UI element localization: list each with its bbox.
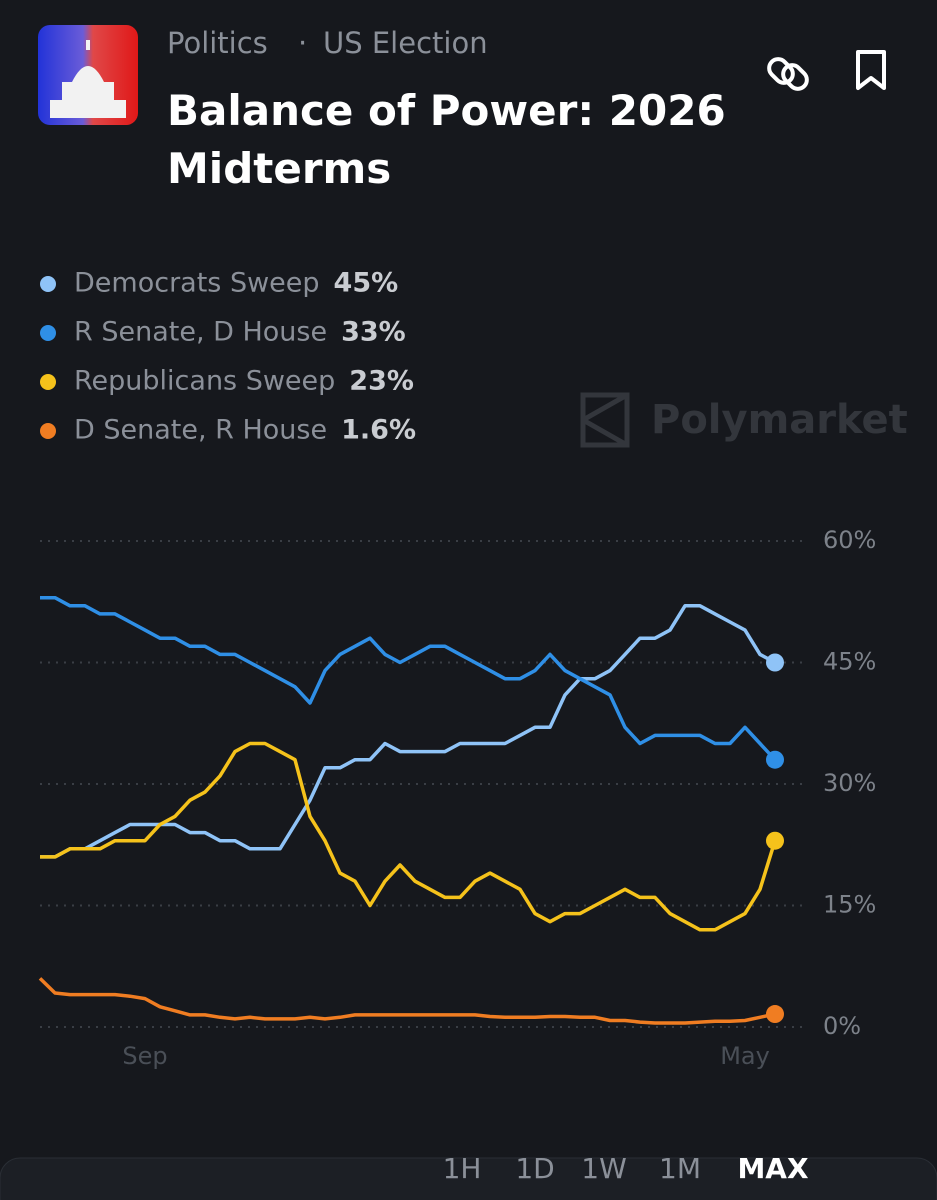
end-dot [766,831,784,850]
x-tick-label: May [720,1042,770,1070]
legend-swatch [40,276,56,292]
legend-value: 23% [349,366,414,397]
subcategory[interactable]: US Election [323,26,488,60]
bookmark-icon[interactable] [856,50,886,90]
legend-value: 1.6% [341,415,416,446]
y-tick-label: 0% [823,1012,861,1040]
series-line [40,604,776,859]
legend-label: Republicans Sweep [74,366,335,397]
range-button[interactable]: MAX [737,1152,809,1185]
bottom-bar [0,1157,937,1200]
legend-swatch [40,325,56,341]
y-tick-label: 15% [823,891,876,919]
range-selector: 1H 1D 1W 1M MAX [443,1152,809,1185]
category[interactable]: Politics [167,26,268,60]
legend: Democrats Sweep 45%R Senate, D House 33%Re… [40,268,416,446]
end-dot [766,750,784,769]
y-tick-label: 30% [823,769,876,797]
separator: · [298,26,307,60]
market-icon [38,25,138,125]
series-line [40,595,777,761]
watermark: Polymarket [580,392,908,448]
chart-title: Balance of Power: 2026 Midterms [167,86,726,193]
end-dot [766,1005,784,1024]
y-tick-label: 45% [823,648,876,676]
legend-label: D Senate, R House [74,415,327,446]
range-button[interactable]: 1D [515,1152,554,1185]
range-button[interactable]: 1H [443,1152,482,1185]
range-button[interactable]: 1M [659,1152,701,1185]
legend-swatch [40,374,56,390]
link-icon[interactable] [765,55,810,92]
y-tick-label: 60% [823,526,876,554]
legend-value: 45% [334,268,399,299]
plot: 0% 15% 30% 45% 60% Sep May [38,526,876,1070]
legend-value: 33% [341,317,406,348]
watermark-text: Polymarket [651,397,908,443]
series-line [40,741,777,932]
legend-swatch [40,423,56,439]
range-button[interactable]: 1W [581,1152,627,1185]
end-dot [766,653,784,672]
series-line [38,977,776,1025]
legend-label: R Senate, D House [74,317,327,348]
legend-label: Democrats Sweep [74,268,320,299]
x-tick-label: Sep [122,1042,167,1070]
